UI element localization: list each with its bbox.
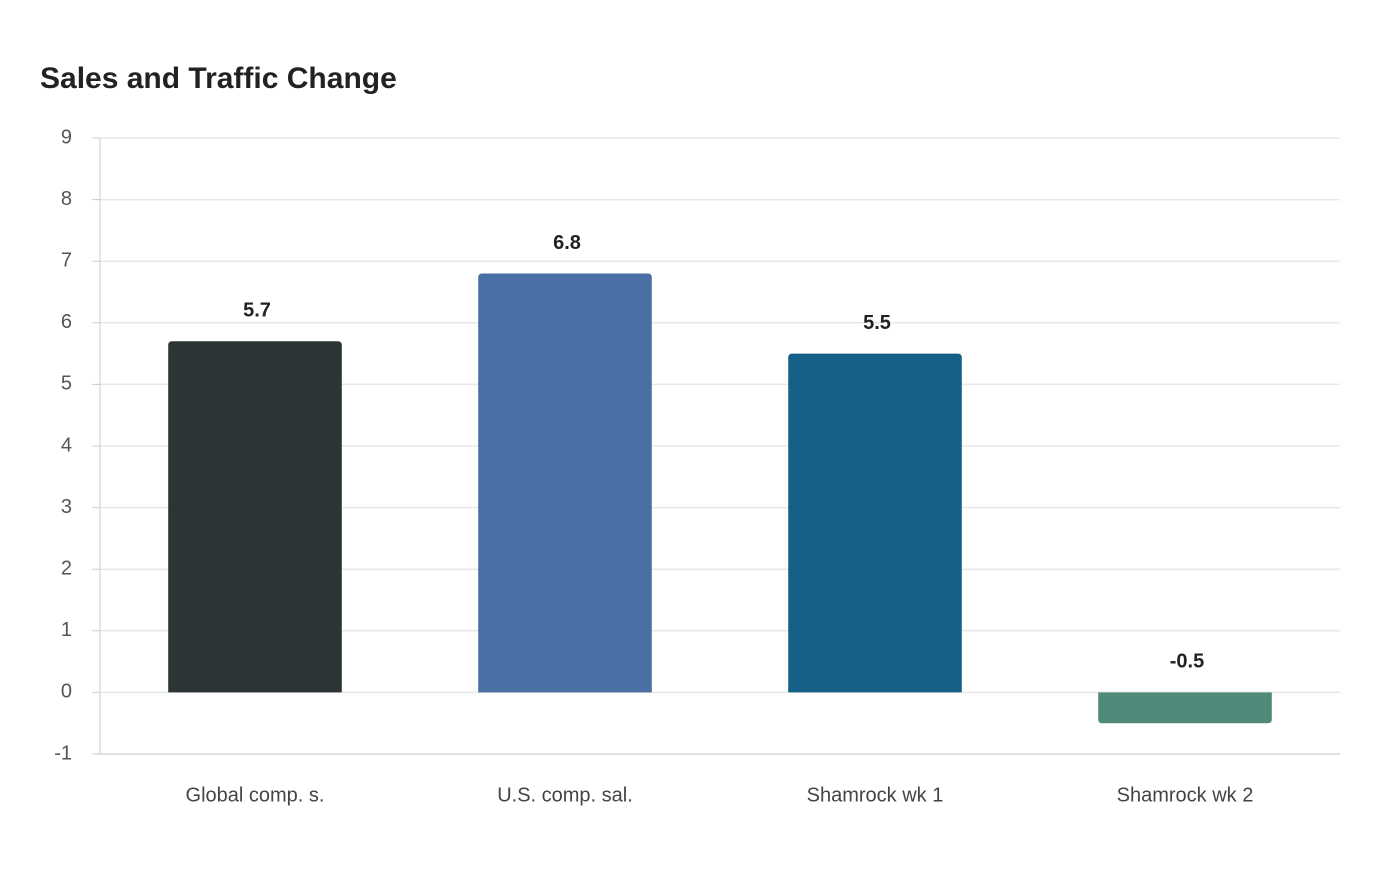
y-tick-label: 7: [61, 249, 72, 271]
y-tick-label: 9: [61, 126, 72, 148]
chart-title: Sales and Traffic Change: [40, 62, 397, 95]
y-tick-label: -1: [54, 742, 72, 764]
value-label: 5.5: [863, 312, 891, 334]
value-label: 6.8: [553, 232, 581, 254]
bar: [1098, 692, 1272, 724]
y-tick-label: 2: [61, 557, 72, 579]
y-tick-label: 5: [61, 373, 72, 395]
y-tick-label: 6: [61, 311, 72, 333]
bar: [168, 341, 342, 693]
x-tick-label: Global comp. s.: [186, 784, 325, 806]
bar: [478, 273, 652, 693]
y-tick-label: 0: [61, 681, 72, 703]
y-tick-label: 8: [61, 188, 72, 210]
bar: [788, 353, 962, 693]
y-tick-label: 4: [61, 434, 72, 456]
x-tick-label: Shamrock wk 1: [807, 784, 944, 806]
value-label: 5.7: [243, 300, 271, 322]
y-tick-label: 1: [61, 619, 72, 641]
y-tick-label: 3: [61, 496, 72, 518]
x-tick-label: Shamrock wk 2: [1117, 784, 1254, 806]
x-tick-label: U.S. comp. sal.: [497, 784, 633, 806]
value-label: -0.5: [1170, 651, 1204, 673]
